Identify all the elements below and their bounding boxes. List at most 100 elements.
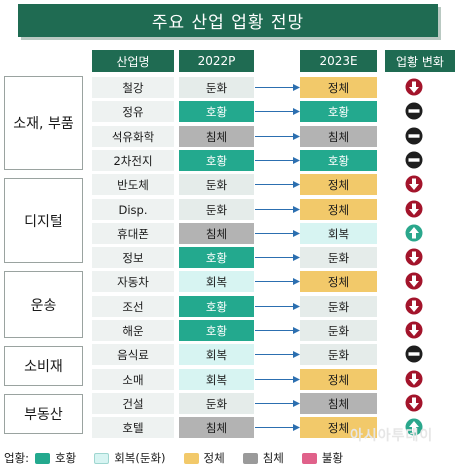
industry-cell: 2차전지	[92, 150, 174, 171]
transition-arrow	[255, 230, 300, 237]
transition-arrow	[255, 327, 300, 334]
status-2023e-cell: 정체	[300, 417, 377, 438]
industry-cell: 자동차	[92, 271, 174, 292]
industry-cell: 호텔	[92, 417, 174, 438]
status-2023e-cell: 정체	[300, 199, 377, 220]
status-2023e-cell: 정체	[300, 369, 377, 390]
status-2023e-cell: 정체	[300, 271, 377, 292]
status-2022p-cell: 둔화	[179, 199, 254, 220]
down-arrow-icon	[405, 78, 423, 96]
industry-cell: 철강	[92, 77, 174, 98]
legend-item-stagnant: 정체	[183, 450, 225, 466]
watermark-logo: 아시아투데이	[350, 428, 434, 444]
legend-item-boom: 호황	[35, 450, 76, 466]
group-label-digital: 디지털	[4, 178, 83, 263]
transition-arrow	[255, 400, 300, 407]
down-arrow-icon	[405, 297, 423, 315]
down-arrow-icon	[405, 394, 423, 412]
transition-arrow	[255, 303, 300, 310]
status-2023e-cell: 둔화	[300, 296, 377, 317]
industry-cell: 정유	[92, 101, 174, 122]
status-2023e-cell: 호황	[300, 150, 377, 171]
legend-label-recession: 불황	[321, 451, 344, 465]
no-change-icon	[405, 345, 423, 363]
legend-item-recovery: 회복(둔화)	[94, 450, 166, 466]
industry-cell: 정보	[92, 247, 174, 268]
status-2022p-cell: 침체	[179, 223, 254, 244]
down-arrow-icon	[405, 175, 423, 193]
industry-cell: 휴대폰	[92, 223, 174, 244]
status-2023e-cell: 회복	[300, 223, 377, 244]
legend-label-recovery: 회복(둔화)	[114, 451, 166, 465]
status-2022p-cell: 둔화	[179, 77, 254, 98]
down-arrow-icon	[405, 272, 423, 290]
group-label-materials: 소재, 부품	[4, 76, 83, 170]
status-2023e-cell: 둔화	[300, 247, 377, 268]
header-2023e: 2023E	[300, 50, 377, 72]
industry-cell: 조선	[92, 296, 174, 317]
transition-arrow	[255, 376, 300, 383]
status-2022p-cell: 침체	[179, 417, 254, 438]
header-industry: 산업명	[92, 50, 174, 72]
transition-arrow	[255, 351, 300, 358]
no-change-icon	[405, 102, 423, 120]
no-change-icon	[405, 151, 423, 169]
down-arrow-icon	[405, 370, 423, 388]
status-2023e-cell: 둔화	[300, 344, 377, 365]
transition-arrow	[255, 133, 300, 140]
status-2022p-cell: 둔화	[179, 174, 254, 195]
legend-item-recession: 불황	[301, 450, 344, 466]
status-2023e-cell: 정체	[300, 174, 377, 195]
industry-cell: 석유화학	[92, 126, 174, 147]
transition-arrow	[255, 424, 300, 431]
legend-item-sluggish: 침체	[242, 450, 284, 466]
industry-cell: 해운	[92, 320, 174, 341]
status-2022p-cell: 호황	[179, 101, 254, 122]
legend: 업황: 호황 회복(둔화) 정체 침체 불황	[4, 450, 355, 466]
no-change-icon	[405, 127, 423, 145]
status-2023e-cell: 둔화	[300, 320, 377, 341]
up-arrow-icon	[405, 418, 423, 436]
status-2022p-cell: 호황	[179, 296, 254, 317]
chart-title: 주요 산업 업황 전망	[18, 4, 438, 37]
status-2022p-cell: 둔화	[179, 393, 254, 414]
industry-cell: Disp.	[92, 199, 174, 220]
legend-swatch-boom	[35, 452, 51, 464]
legend-label-stagnant: 정체	[203, 451, 225, 465]
status-2023e-cell: 호황	[300, 101, 377, 122]
legend-prefix: 업황:	[4, 451, 30, 465]
legend-label-boom: 호황	[55, 451, 77, 465]
status-2022p-cell: 회복	[179, 344, 254, 365]
transition-arrow	[255, 206, 300, 213]
status-2022p-cell: 회복	[179, 369, 254, 390]
legend-swatch-sluggish	[242, 452, 258, 464]
transition-arrow	[255, 181, 300, 188]
industry-cell: 음식료	[92, 344, 174, 365]
group-label-transport: 운송	[4, 271, 83, 338]
industry-cell: 반도체	[92, 174, 174, 195]
legend-swatch-stagnant	[183, 452, 199, 464]
transition-arrow	[255, 157, 300, 164]
header-2022p: 2022P	[179, 50, 254, 72]
down-arrow-icon	[405, 321, 423, 339]
down-arrow-icon	[405, 248, 423, 266]
status-2023e-cell: 침체	[300, 126, 377, 147]
down-arrow-icon	[405, 200, 423, 218]
status-2022p-cell: 침체	[179, 126, 254, 147]
up-arrow-icon	[405, 224, 423, 242]
transition-arrow	[255, 278, 300, 285]
header-change: 업황 변화	[385, 50, 455, 72]
industry-cell: 건설	[92, 393, 174, 414]
status-2022p-cell: 호황	[179, 150, 254, 171]
legend-swatch-recovery	[94, 452, 110, 464]
status-2022p-cell: 회복	[179, 271, 254, 292]
legend-swatch-recession	[301, 452, 317, 464]
group-label-consumer: 소비재	[4, 346, 83, 386]
status-2022p-cell: 호황	[179, 320, 254, 341]
legend-label-sluggish: 침체	[262, 451, 284, 465]
status-2022p-cell: 호황	[179, 247, 254, 268]
status-2023e-cell: 정체	[300, 77, 377, 98]
transition-arrow	[255, 108, 300, 115]
transition-arrow	[255, 84, 300, 91]
group-label-realestate: 부동산	[4, 394, 83, 434]
